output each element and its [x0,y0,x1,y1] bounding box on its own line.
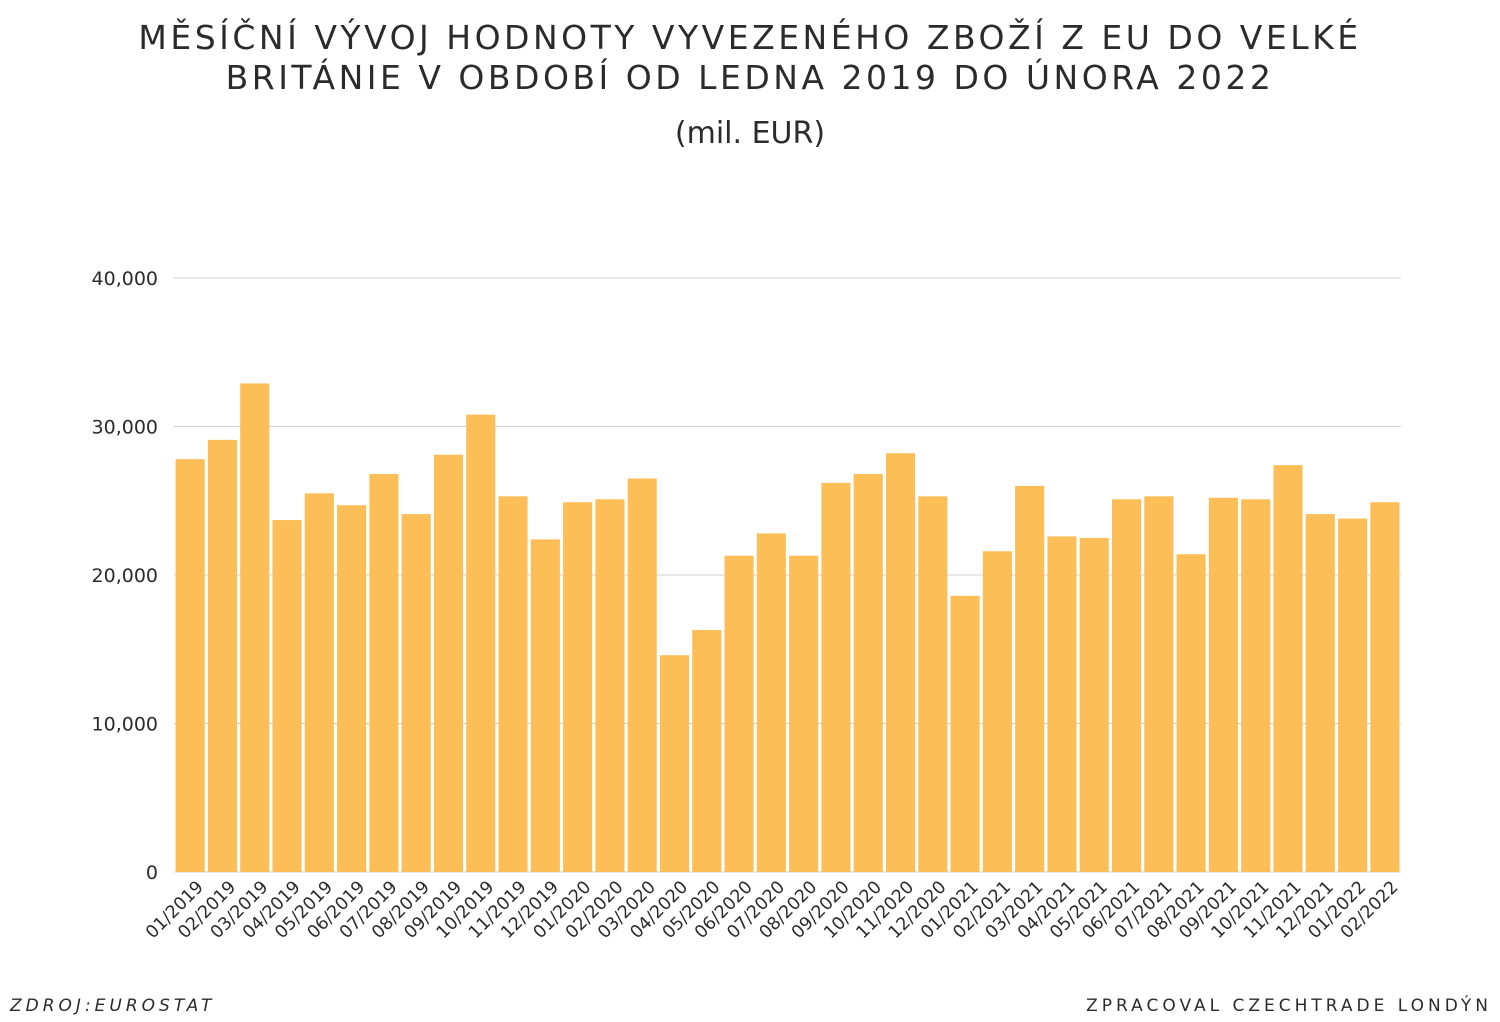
bar [627,478,657,872]
bar [207,439,237,872]
bar [950,595,980,872]
bar [595,499,625,872]
bar [175,459,205,872]
bar [1047,536,1077,872]
y-tick-label: 30,000 [92,417,158,439]
bar [401,514,431,872]
y-tick-label: 10,000 [92,714,158,736]
bar [724,555,754,872]
bar [1305,514,1335,872]
bar [1015,485,1045,872]
bar [1208,497,1238,872]
bar [1241,499,1271,872]
bar [821,482,851,872]
bar [272,520,302,872]
bar [918,496,948,872]
bar [369,474,399,872]
bar [304,493,334,872]
bars [175,383,1400,873]
chart-title-line-1: MĚSÍČNÍ VÝVOJ HODNOTY VYVEZENÉHO ZBOŽÍ Z… [138,18,1362,57]
x-axis-ticks: 01/201902/201903/201904/201905/201906/20… [142,877,1402,943]
bar [563,502,593,872]
credit-note: ZPRACOVAL CZECHTRADE LONDÝN [1086,996,1492,1016]
bar [692,629,722,872]
bar [1176,554,1206,872]
bar [789,555,819,872]
bar [1370,502,1400,872]
bar [498,496,528,872]
bar [659,655,690,872]
bar [1338,518,1368,872]
bar [433,454,464,872]
bar [885,453,916,872]
bar [756,533,786,872]
bar [337,505,367,872]
bar [1273,465,1303,872]
bar [240,383,270,872]
bar [982,551,1012,872]
chart-subtitle: (mil. EUR) [674,116,826,151]
bar [466,414,496,872]
bar-chart: 0 10,000 20,000 30,000 40,000 01/201902/2019… [92,268,1403,943]
chart-title-line-2: BRITÁNIE V OBDOBÍ OD LEDNA 2019 DO ÚNORA… [225,58,1275,97]
bar [1079,537,1109,873]
bar [853,474,883,872]
y-axis-ticks: 0 10,000 20,000 30,000 40,000 [92,268,158,884]
bar [530,539,560,872]
source-note: ZDROJ:EUROSTAT [10,996,216,1016]
chart-title: MĚSÍČNÍ VÝVOJ HODNOTY VYVEZENÉHO ZBOŽÍ Z… [0,18,1500,98]
y-tick-label: 40,000 [92,268,158,290]
y-tick-label: 20,000 [92,565,158,587]
y-tick-label: 0 [146,862,158,884]
bar [1111,499,1142,872]
bar [1144,496,1174,872]
